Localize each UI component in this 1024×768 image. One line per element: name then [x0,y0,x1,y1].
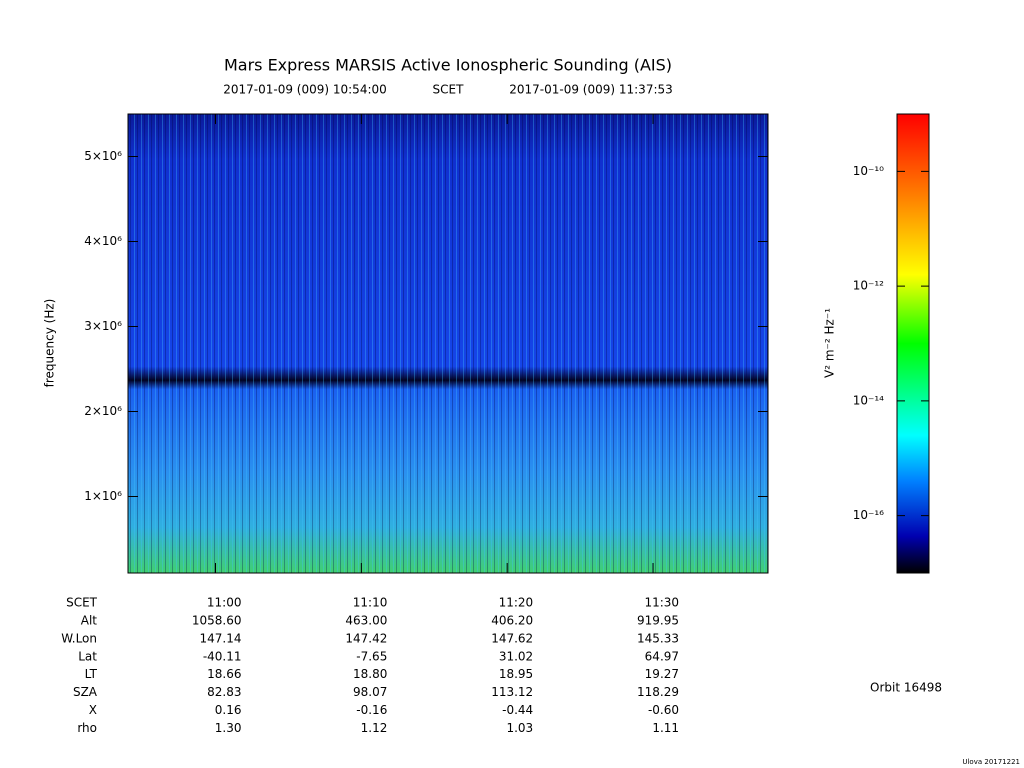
colorbar-tick-label: 10⁻¹⁴ [853,393,884,407]
x-tick-label: 11:00 [207,596,242,610]
ephemeris-value: 18.66 [207,667,241,681]
spectrogram-texture [128,114,768,573]
x-tick-label: 11:30 [644,596,679,610]
y-tick-label: 5×10⁶ [84,149,122,163]
ephemeris-label: LT [85,667,98,681]
y-tick-label: 2×10⁶ [84,404,122,418]
ephemeris-value: 0.16 [215,703,242,717]
y-tick-label: 3×10⁶ [84,319,122,333]
ephemeris-label: rho [77,721,97,735]
ephemeris-value: -7.65 [356,649,387,663]
ephemeris-value: 31.02 [499,649,533,663]
ephemeris-value: 19.27 [645,667,679,681]
ephemeris-label: Alt [81,614,98,628]
colorbar [896,113,930,574]
plot-frame [127,113,769,574]
ephemeris-value: 98.07 [353,685,387,699]
orbit: Orbit 16498 [870,681,942,695]
start-time: 2017-01-09 (009) 10:54:00 [223,83,387,97]
colorbar-tick-label: 10⁻¹⁰ [853,164,884,178]
ephemeris-value: 145.33 [637,631,679,645]
ephemeris-label: W.Lon [61,631,97,645]
ephemeris-value: 463.00 [345,614,387,628]
ephemeris-value: 1058.60 [192,614,242,628]
colorbar-tick-label: 10⁻¹⁶ [853,508,884,522]
ephemeris-label: SZA [73,685,98,699]
ephemeris-value: 406.20 [491,614,533,628]
ephemeris-value: 919.95 [637,614,679,628]
ephemeris-value: -0.60 [648,703,679,717]
end-time: 2017-01-09 (009) 11:37:53 [509,83,673,97]
ephemeris-value: 1.11 [652,721,679,735]
ephemeris-value: 64.97 [645,649,679,663]
ephemeris-value: 82.83 [207,685,241,699]
x-tick-label: 11:20 [499,596,534,610]
ephemeris-value: -40.11 [203,649,242,663]
ephemeris-value: 1.30 [215,721,242,735]
ephemeris-value: 147.42 [345,631,387,645]
ephemeris-value: 18.95 [499,667,533,681]
ephemeris-label: Lat [78,649,97,663]
ephemeris-value: 147.14 [200,631,242,645]
y-axis-label: frequency (Hz) [43,299,57,388]
ephemeris-value: 118.29 [637,685,679,699]
ephemeris-label: SCET [66,596,98,610]
ephemeris-value: 147.62 [491,631,533,645]
ephemeris-value: 113.12 [491,685,533,699]
footer: Ulova 20171221 [962,758,1020,766]
ephemeris-value: 18.80 [353,667,387,681]
y-tick-label: 1×10⁶ [84,489,122,503]
y-tick-label: 4×10⁶ [84,234,122,248]
ephemeris-value: -0.44 [502,703,533,717]
ephemeris-value: -0.16 [356,703,387,717]
ephemeris-label: X [89,703,97,717]
ephemeris-value: 1.12 [361,721,388,735]
colorbar-label: V² m⁻² Hz⁻¹ [823,308,837,378]
time-label: SCET [433,83,465,97]
colorbar-tick-label: 10⁻¹² [853,279,884,293]
x-tick-label: 11:10 [353,596,388,610]
ephemeris-value: 1.03 [506,721,533,735]
chart-title: Mars Express MARSIS Active Ionospheric S… [224,56,672,75]
